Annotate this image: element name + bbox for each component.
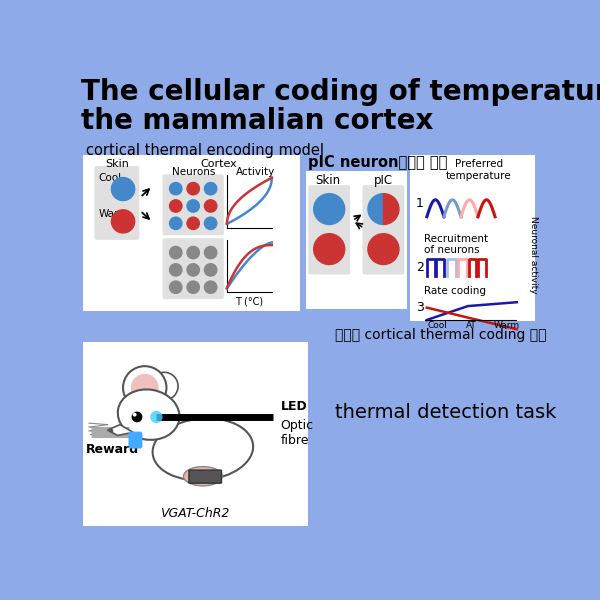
Wedge shape — [383, 194, 399, 224]
Bar — [410, 155, 535, 321]
Text: 가능한 cortical thermal coding 체계: 가능한 cortical thermal coding 체계 — [335, 328, 546, 343]
Circle shape — [205, 264, 217, 276]
Text: thermal detection task: thermal detection task — [335, 403, 556, 422]
Circle shape — [112, 210, 134, 233]
Wedge shape — [368, 194, 383, 224]
Circle shape — [205, 281, 217, 293]
Bar — [83, 155, 300, 311]
Circle shape — [205, 182, 217, 195]
Circle shape — [123, 366, 166, 409]
Text: Cool: Cool — [428, 322, 448, 331]
Circle shape — [205, 247, 217, 259]
Circle shape — [170, 264, 182, 276]
Text: Warm: Warm — [98, 209, 128, 218]
Ellipse shape — [184, 467, 222, 486]
Text: cortical thermal encoding model: cortical thermal encoding model — [86, 143, 324, 158]
Text: Reward: Reward — [86, 443, 139, 456]
Text: Cool: Cool — [98, 173, 121, 183]
Circle shape — [170, 247, 182, 259]
Circle shape — [205, 200, 217, 212]
Circle shape — [150, 372, 178, 400]
Circle shape — [187, 247, 199, 259]
Circle shape — [170, 281, 182, 293]
FancyBboxPatch shape — [308, 185, 350, 275]
Circle shape — [314, 234, 345, 265]
Text: 3: 3 — [416, 301, 424, 314]
FancyBboxPatch shape — [128, 431, 142, 449]
Circle shape — [187, 217, 199, 229]
Circle shape — [187, 200, 199, 212]
Circle shape — [131, 374, 158, 401]
Circle shape — [205, 217, 217, 229]
Text: 1: 1 — [416, 197, 424, 210]
Text: 2: 2 — [416, 260, 424, 274]
Text: pIC neuron으로의 전환: pIC neuron으로의 전환 — [308, 155, 447, 170]
Text: VGAT-ChR2: VGAT-ChR2 — [160, 507, 230, 520]
Text: Cortex: Cortex — [200, 159, 237, 169]
Text: Warm: Warm — [494, 322, 520, 331]
Text: Skin: Skin — [315, 175, 340, 187]
Text: pIC: pIC — [374, 175, 393, 187]
Circle shape — [131, 412, 142, 422]
Text: The cellular coding of temperature in: The cellular coding of temperature in — [81, 78, 600, 106]
Text: Preferred
temperature: Preferred temperature — [446, 159, 512, 181]
Circle shape — [170, 217, 182, 229]
Text: Activity: Activity — [236, 167, 275, 178]
Text: Skin: Skin — [106, 159, 130, 169]
Circle shape — [150, 411, 163, 423]
Bar — [306, 170, 407, 309]
Polygon shape — [107, 425, 133, 436]
Text: AT: AT — [466, 322, 476, 331]
Circle shape — [112, 178, 134, 200]
Text: Optic
fibre: Optic fibre — [280, 419, 314, 446]
Circle shape — [133, 413, 137, 416]
FancyBboxPatch shape — [94, 166, 139, 240]
Text: Neurons: Neurons — [172, 167, 215, 178]
Text: Recruitment
of neurons: Recruitment of neurons — [424, 234, 488, 256]
Circle shape — [170, 200, 182, 212]
Circle shape — [187, 264, 199, 276]
Circle shape — [170, 182, 182, 195]
Ellipse shape — [118, 389, 179, 440]
Ellipse shape — [152, 418, 253, 480]
Bar — [83, 341, 308, 526]
Text: Rate coding: Rate coding — [424, 286, 486, 296]
FancyBboxPatch shape — [163, 238, 224, 299]
Circle shape — [187, 182, 199, 195]
FancyBboxPatch shape — [163, 175, 224, 235]
Text: the mammalian cortex: the mammalian cortex — [81, 107, 434, 134]
FancyBboxPatch shape — [189, 470, 221, 483]
Circle shape — [314, 194, 345, 224]
Text: Neuronal activity: Neuronal activity — [529, 215, 538, 293]
FancyBboxPatch shape — [362, 185, 404, 275]
Circle shape — [187, 281, 199, 293]
Text: T (°C): T (°C) — [235, 297, 263, 307]
Circle shape — [109, 429, 113, 433]
Text: LED: LED — [280, 400, 307, 413]
Circle shape — [368, 234, 399, 265]
